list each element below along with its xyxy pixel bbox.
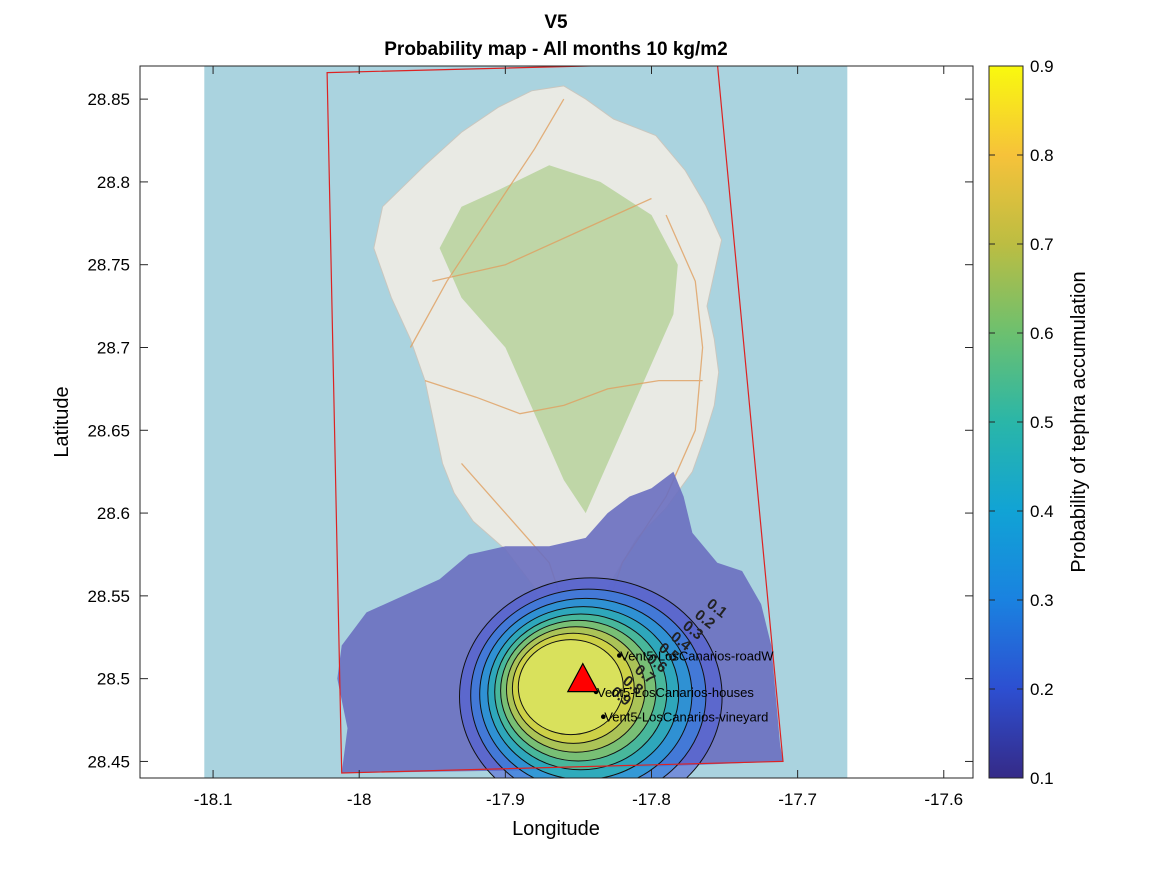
colorbar-tick-label: 0.8: [1030, 146, 1054, 165]
x-tick-label: -17.8: [632, 790, 671, 809]
x-tick-label: -18: [347, 790, 372, 809]
x-tick-label: -17.6: [924, 790, 963, 809]
colorbar-tick-label: 0.9: [1030, 57, 1054, 76]
chart-subtitle: Probability map - All months 10 kg/m2: [384, 39, 727, 60]
y-axis-label: Latitude: [51, 386, 73, 457]
colorbar-tick-label: 0.7: [1030, 235, 1054, 254]
colorbar-tick-label: 0.1: [1030, 769, 1054, 788]
vegetation-area: [439, 165, 678, 514]
contour-line-0.1: [459, 577, 723, 778]
road-5: [432, 197, 652, 282]
site-marker: [617, 653, 622, 658]
contour-line-0.4: [487, 606, 680, 778]
colorbar-ticks: 0.1 0.2 0.3 0.4 0.5 0.6 0.7 0.8 0.9: [989, 57, 1054, 788]
y-tick-label: 28.85: [87, 90, 130, 109]
grid-domain-border: [326, 66, 784, 774]
chart-title: V5: [544, 12, 568, 33]
colorbar-tick-label: 0.4: [1030, 502, 1054, 521]
contour-line-0.9: [517, 639, 624, 736]
y-tick-label: 28.7: [97, 338, 130, 357]
y-tick-label: 28.8: [97, 173, 130, 192]
colorbar-tick-label: 0.3: [1030, 591, 1054, 610]
y-tick-label: 28.75: [87, 256, 130, 275]
colorbar-tick-label: 0.5: [1030, 413, 1054, 432]
y-tick-label: 28.5: [97, 670, 130, 689]
y-tick-label: 28.45: [87, 752, 130, 771]
colorbar-tick-label: 0.2: [1030, 680, 1054, 699]
map-layers: 0.10.20.30.40.50.60.70.80.9 Vent5-LosCan…: [204, 66, 848, 778]
y-axis-ticks: 28.45 28.5 28.55 28.6 28.65 28.7 28.75 28.8 28.8…: [87, 90, 973, 771]
contour-line-0.7: [506, 626, 646, 753]
y-tick-label: 28.6: [97, 504, 130, 523]
y-tick-label: 28.65: [87, 421, 130, 440]
sites: Vent5-LosCanarios-roadW Vent5-LosCanarios…: [593, 649, 774, 725]
x-tick-label: -17.7: [778, 790, 817, 809]
x-axis-label: Longitude: [512, 818, 600, 840]
site-marker: [601, 714, 606, 719]
x-axis-ticks: -18.1 -18 -17.9 -17.8 -17.7 -17.6: [194, 66, 963, 809]
site-label: Vent5-LosCanarios-roadW: [620, 649, 774, 664]
contour-line-0.6: [500, 619, 657, 762]
contour-line-0.8: [511, 632, 635, 744]
site-label: Vent5-LosCanarios-vineyard: [604, 710, 768, 725]
colorbar-tick-label: 0.6: [1030, 324, 1054, 343]
contour-line-0.5: [494, 613, 668, 771]
road-1: [424, 379, 703, 415]
axes-frame: [139, 65, 974, 779]
site-label: Vent5-LosCanarios-houses: [597, 685, 754, 700]
contour-line-0.2: [470, 588, 707, 778]
vent-marker: [566, 662, 599, 693]
x-tick-label: -18.1: [194, 790, 233, 809]
colorbar-label: Probability of tephra accumulation: [1068, 271, 1090, 572]
road-2: [409, 98, 565, 348]
contour-line-0.3: [479, 597, 693, 778]
contour-lines: [459, 577, 723, 778]
x-tick-label: -17.9: [486, 790, 525, 809]
y-tick-label: 28.55: [87, 587, 130, 606]
